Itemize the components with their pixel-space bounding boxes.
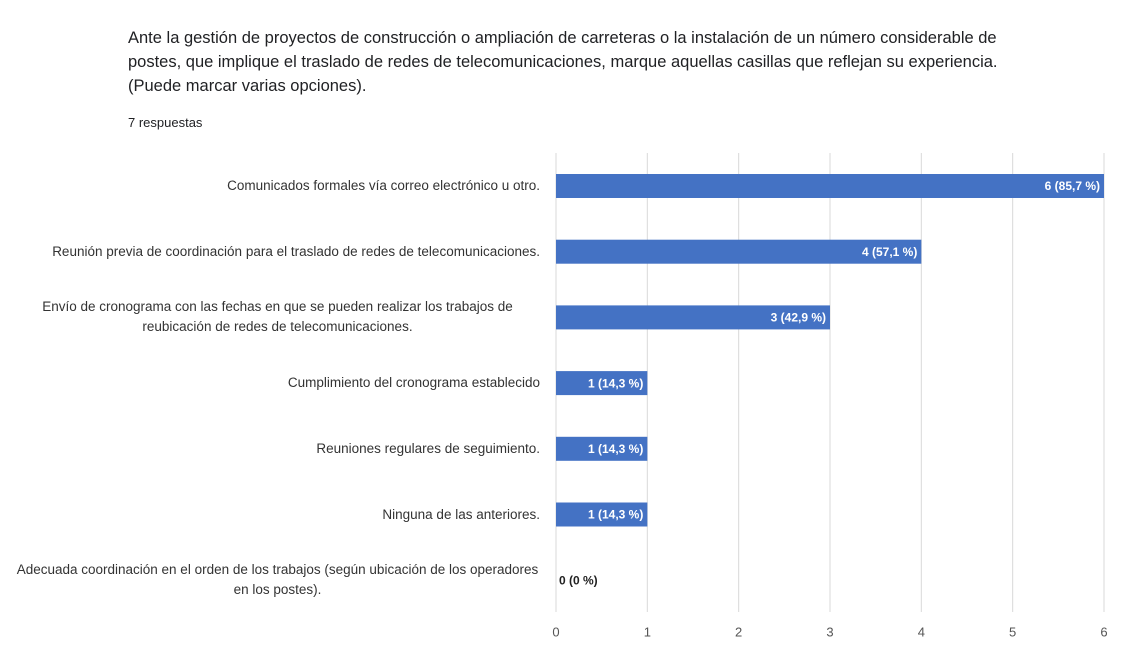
- category-label: Reuniones regulares de seguimiento.: [316, 440, 540, 456]
- x-tick-label: 1: [644, 624, 651, 639]
- category-label: Reunión previa de coordinación para el t…: [52, 243, 540, 259]
- value-label: 1 (14,3 %): [588, 376, 643, 390]
- bar: [556, 174, 1104, 198]
- x-tick-label: 5: [1009, 624, 1016, 639]
- x-tick-label: 3: [826, 624, 833, 639]
- value-label: 4 (57,1 %): [862, 245, 917, 259]
- category-label: Ninguna de las anteriores.: [382, 506, 540, 522]
- x-tick-label: 0: [552, 624, 559, 639]
- value-label: 1 (14,3 %): [588, 508, 643, 522]
- x-tick-label: 4: [918, 624, 925, 639]
- category-label: Envío de cronograma con las fechas en qu…: [42, 299, 513, 335]
- value-label: 1 (14,3 %): [588, 442, 643, 456]
- chart-title: Ante la gestión de proyectos de construc…: [128, 29, 998, 95]
- bar: [556, 436, 648, 461]
- response-count: 7 respuestas: [128, 115, 203, 130]
- category-label: Comunicados formales vía correo electrón…: [227, 178, 540, 193]
- bar: [556, 239, 922, 264]
- value-label: 6 (85,7 %): [1045, 179, 1100, 193]
- category-label: Cumplimiento del cronograma establecido: [287, 375, 540, 391]
- bar: [556, 305, 830, 330]
- value-label: 3 (42,9 %): [771, 311, 826, 325]
- category-label: Adecuada coordinación en el orden de los…: [16, 562, 539, 598]
- x-tick-label: 6: [1100, 624, 1107, 639]
- bar: [556, 371, 648, 396]
- value-label: 0 (0 %): [559, 573, 598, 587]
- bar: [556, 502, 648, 527]
- x-tick-label: 2: [735, 624, 742, 639]
